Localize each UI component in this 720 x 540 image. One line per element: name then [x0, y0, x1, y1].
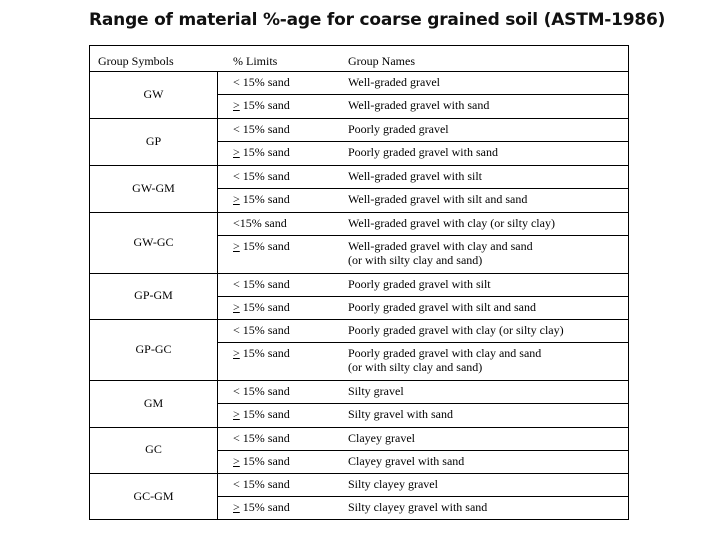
- group-name: Well-graded gravel with clay and sand (or…: [348, 239, 533, 267]
- group-name: Well-graded gravel: [348, 75, 440, 89]
- group-name: Well-graded gravel with clay (or silty c…: [348, 216, 555, 230]
- greater-equal-symbol: >: [233, 192, 240, 206]
- greater-equal-symbol: >: [233, 454, 240, 468]
- percent-limit: > 15% sand: [233, 239, 290, 253]
- group-name: Poorly graded gravel with clay and sand(…: [348, 346, 541, 374]
- group-symbol: GC-GM: [133, 489, 174, 503]
- group-name-line: Poorly graded gravel with clay and sand: [348, 346, 542, 360]
- group-name-line: Clayey gravel: [348, 431, 415, 445]
- group-divider: [90, 273, 628, 274]
- percent-limit: < 15% sand: [233, 384, 290, 398]
- group-divider: [90, 118, 628, 119]
- group-name-line: (or with silty clay and sand): [348, 360, 483, 374]
- percent-limit: > 15% sand: [233, 454, 290, 468]
- group-name-line: Well-graded gravel with silt: [348, 169, 482, 183]
- group-name: Silty gravel with sand: [348, 407, 453, 421]
- group-name: Well-graded gravel with silt and sand: [348, 192, 527, 206]
- percent-limit: < 15% sand: [233, 277, 290, 291]
- header-group-symbols: Group Symbols: [98, 54, 174, 68]
- group-name-line: Well-graded gravel with sand: [348, 98, 490, 112]
- greater-equal-symbol: >: [233, 98, 240, 112]
- group-name-line: Silty clayey gravel: [348, 477, 438, 491]
- percent-limit: > 15% sand: [233, 346, 290, 360]
- group-name-line: Poorly graded gravel with clay (or silty…: [348, 323, 564, 337]
- percent-limit: > 15% sand: [233, 300, 290, 314]
- percent-limit: <15% sand: [233, 216, 287, 230]
- group-name-line: (or with silty clay and sand): [348, 253, 483, 267]
- percent-limit: < 15% sand: [233, 323, 290, 337]
- group-symbol: GW-GC: [133, 235, 174, 249]
- group-name: Clayey gravel: [348, 431, 415, 445]
- group-name: Silty gravel: [348, 384, 404, 398]
- group-symbol: GP-GC: [135, 342, 172, 356]
- group-name: Poorly graded gravel with sand: [348, 145, 498, 159]
- percent-limit: < 15% sand: [233, 169, 290, 183]
- group-name: Poorly graded gravel: [348, 122, 449, 136]
- group-symbol: GP-GM: [134, 288, 173, 302]
- header-limits: % Limits: [233, 54, 278, 68]
- percent-limit: > 15% sand: [233, 145, 290, 159]
- group-symbol: GW-GM: [132, 181, 175, 195]
- greater-equal-symbol: >: [233, 300, 240, 314]
- greater-equal-symbol: >: [233, 346, 240, 360]
- percent-limit: > 15% sand: [233, 407, 290, 421]
- greater-equal-symbol: >: [233, 145, 240, 159]
- group-symbol: GW: [143, 87, 164, 101]
- group-name-line: Poorly graded gravel: [348, 122, 449, 136]
- percent-limit: < 15% sand: [233, 75, 290, 89]
- percent-limit: > 15% sand: [233, 500, 290, 514]
- group-symbol: GP: [145, 134, 162, 148]
- percent-limit: > 15% sand: [233, 98, 290, 112]
- group-name-line: Silty clayey gravel with sand: [348, 500, 488, 514]
- group-divider: [90, 473, 628, 474]
- group-name: Well-graded gravel with silt: [348, 169, 482, 183]
- group-name: Poorly graded gravel with silt: [348, 277, 491, 291]
- group-divider: [90, 319, 628, 320]
- column-divider: [217, 71, 218, 520]
- group-name: Poorly graded gravel with silt and sand: [348, 300, 536, 314]
- header-group-names: Group Names: [348, 54, 415, 68]
- row-divider: [217, 235, 628, 236]
- group-divider: [90, 165, 628, 166]
- group-divider: [90, 212, 628, 213]
- group-name-line: Silty gravel: [348, 384, 404, 398]
- percent-limit: < 15% sand: [233, 477, 290, 491]
- row-divider: [217, 450, 628, 451]
- soil-classification-table: Group Symbols % Limits Group Names GW < 1…: [89, 45, 629, 520]
- group-name-line: Well-graded gravel with silt and sand: [348, 192, 528, 206]
- greater-equal-symbol: >: [233, 500, 240, 514]
- group-name: Poorly graded gravel with clay (or silty…: [348, 323, 564, 337]
- group-name-line: Well-graded gravel with clay (or silty c…: [348, 216, 555, 230]
- greater-equal-symbol: >: [233, 407, 240, 421]
- row-divider: [217, 496, 628, 497]
- group-name: Silty clayey gravel with sand: [348, 500, 487, 514]
- group-name: Clayey gravel with sand: [348, 454, 464, 468]
- group-name-line: Poorly graded gravel with silt: [348, 277, 491, 291]
- row-divider: [217, 141, 628, 142]
- row-divider: [217, 94, 628, 95]
- row-divider: [217, 403, 628, 404]
- group-name-line: Poorly graded gravel with sand: [348, 145, 498, 159]
- percent-limit: < 15% sand: [233, 122, 290, 136]
- row-divider: [217, 296, 628, 297]
- page-title: Range of material %-age for coarse grain…: [89, 10, 666, 30]
- row-divider: [217, 188, 628, 189]
- group-name-line: Well-graded gravel with clay and sand: [348, 239, 533, 253]
- group-name: Well-graded gravel with sand: [348, 98, 489, 112]
- group-name: Silty clayey gravel: [348, 477, 438, 491]
- group-divider: [90, 380, 628, 381]
- group-symbol: GC: [145, 442, 162, 456]
- group-name-line: Silty gravel with sand: [348, 407, 453, 421]
- group-divider: [90, 427, 628, 428]
- header-rule: [90, 71, 628, 72]
- percent-limit: < 15% sand: [233, 431, 290, 445]
- group-name-line: Poorly graded gravel with silt and sand: [348, 300, 536, 314]
- row-divider: [217, 342, 628, 343]
- greater-equal-symbol: >: [233, 239, 240, 253]
- group-name-line: Well-graded gravel: [348, 75, 440, 89]
- group-name-line: Clayey gravel with sand: [348, 454, 465, 468]
- percent-limit: > 15% sand: [233, 192, 290, 206]
- group-symbol: GM: [143, 396, 164, 410]
